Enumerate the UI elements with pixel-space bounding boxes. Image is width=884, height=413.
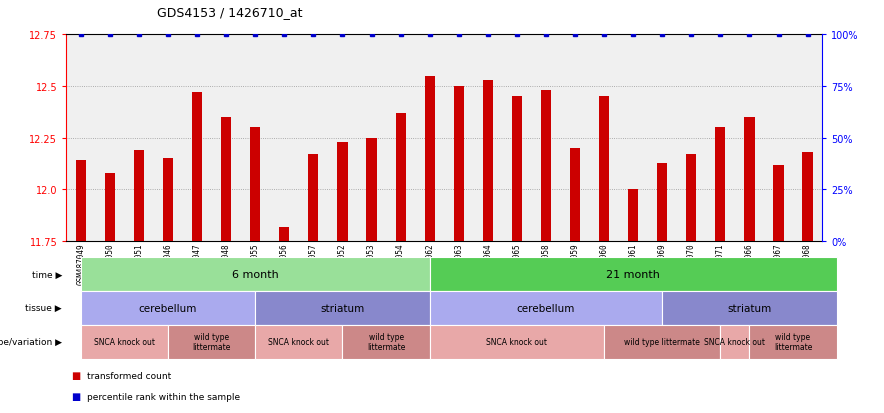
- Bar: [367, 138, 377, 242]
- Bar: [715, 128, 726, 242]
- Bar: [744, 118, 755, 242]
- Bar: [453, 87, 464, 242]
- Bar: [512, 97, 522, 242]
- Bar: [76, 161, 86, 242]
- Text: SNCA knock out: SNCA knock out: [705, 337, 766, 347]
- Bar: [803, 153, 812, 242]
- Bar: [395, 114, 406, 242]
- Text: wild type littermate: wild type littermate: [624, 337, 700, 347]
- Bar: [424, 76, 435, 242]
- Text: wild type
littermate: wild type littermate: [774, 332, 812, 351]
- Bar: [686, 155, 697, 242]
- Bar: [628, 190, 638, 242]
- Text: 21 month: 21 month: [606, 269, 660, 279]
- Text: GDS4153 / 1426710_at: GDS4153 / 1426710_at: [157, 6, 302, 19]
- Text: wild type
littermate: wild type littermate: [367, 332, 405, 351]
- Text: ■: ■: [71, 391, 80, 401]
- Text: SNCA knock out: SNCA knock out: [269, 337, 330, 347]
- Bar: [221, 118, 232, 242]
- Text: striatum: striatum: [728, 303, 772, 313]
- Text: SNCA knock out: SNCA knock out: [486, 337, 547, 347]
- Text: tissue ▶: tissue ▶: [26, 304, 62, 313]
- Text: 6 month: 6 month: [232, 269, 278, 279]
- Text: genotype/variation ▶: genotype/variation ▶: [0, 337, 62, 347]
- Bar: [163, 159, 173, 242]
- Bar: [250, 128, 261, 242]
- Text: cerebellum: cerebellum: [139, 303, 197, 313]
- Bar: [570, 149, 580, 242]
- Bar: [483, 81, 493, 242]
- Text: wild type
littermate: wild type littermate: [193, 332, 231, 351]
- Bar: [541, 91, 551, 242]
- Bar: [599, 97, 609, 242]
- Text: cerebellum: cerebellum: [517, 303, 575, 313]
- Bar: [774, 165, 783, 242]
- Bar: [133, 151, 144, 242]
- Text: SNCA knock out: SNCA knock out: [94, 337, 155, 347]
- Text: ■: ■: [71, 370, 80, 380]
- Bar: [279, 227, 289, 242]
- Text: striatum: striatum: [320, 303, 364, 313]
- Text: transformed count: transformed count: [87, 371, 171, 380]
- Bar: [309, 155, 318, 242]
- Bar: [338, 142, 347, 242]
- Bar: [105, 173, 115, 242]
- Bar: [192, 93, 202, 242]
- Text: time ▶: time ▶: [32, 270, 62, 279]
- Text: percentile rank within the sample: percentile rank within the sample: [87, 392, 240, 401]
- Bar: [657, 163, 667, 242]
